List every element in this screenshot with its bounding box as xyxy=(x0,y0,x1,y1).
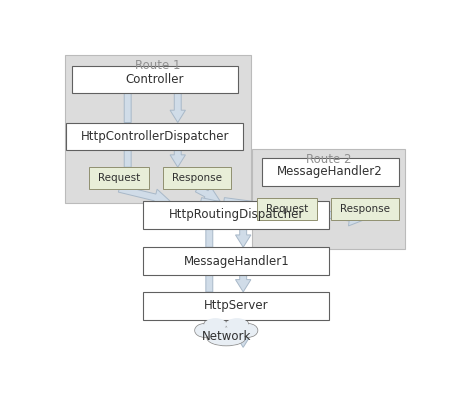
Bar xyxy=(143,292,329,320)
Text: Route 1: Route 1 xyxy=(135,59,180,72)
Ellipse shape xyxy=(225,318,249,331)
Polygon shape xyxy=(202,216,217,247)
Polygon shape xyxy=(200,198,287,225)
Text: HttpRoutingDispatcher: HttpRoutingDispatcher xyxy=(169,209,304,222)
Ellipse shape xyxy=(205,318,226,330)
Bar xyxy=(143,201,329,229)
Ellipse shape xyxy=(226,318,248,330)
Polygon shape xyxy=(170,150,185,167)
Ellipse shape xyxy=(195,324,215,337)
Text: Network: Network xyxy=(202,330,251,343)
Bar xyxy=(72,66,238,93)
Text: Request: Request xyxy=(98,173,140,183)
Bar xyxy=(257,198,317,220)
Polygon shape xyxy=(202,307,217,333)
Text: Response: Response xyxy=(172,173,222,183)
Bar xyxy=(252,149,405,249)
Polygon shape xyxy=(119,185,170,206)
Ellipse shape xyxy=(204,318,227,331)
Ellipse shape xyxy=(239,324,257,337)
Polygon shape xyxy=(235,320,251,347)
Bar xyxy=(66,123,243,150)
Polygon shape xyxy=(202,263,217,292)
Bar xyxy=(143,247,329,275)
Bar xyxy=(262,158,399,185)
Ellipse shape xyxy=(196,324,214,337)
Ellipse shape xyxy=(208,331,245,345)
Ellipse shape xyxy=(238,324,258,337)
Polygon shape xyxy=(235,275,251,292)
Polygon shape xyxy=(196,185,220,201)
Text: Request: Request xyxy=(266,204,308,214)
Bar xyxy=(65,55,251,202)
Text: Response: Response xyxy=(340,204,390,214)
Bar xyxy=(163,167,231,189)
Ellipse shape xyxy=(209,326,244,343)
Polygon shape xyxy=(224,198,365,226)
Text: HttpControllerDispatcher: HttpControllerDispatcher xyxy=(81,130,229,143)
Text: HttpServer: HttpServer xyxy=(204,299,268,312)
Bar xyxy=(89,167,149,189)
Text: Controller: Controller xyxy=(126,73,184,86)
Ellipse shape xyxy=(207,330,245,346)
Text: MessageHandler2: MessageHandler2 xyxy=(278,165,383,178)
Polygon shape xyxy=(170,93,185,123)
Text: Route 2: Route 2 xyxy=(306,153,351,166)
Polygon shape xyxy=(235,229,251,247)
Polygon shape xyxy=(120,81,136,123)
Ellipse shape xyxy=(210,327,243,343)
Polygon shape xyxy=(120,138,136,167)
Text: MessageHandler1: MessageHandler1 xyxy=(183,255,289,268)
Bar xyxy=(331,198,399,220)
